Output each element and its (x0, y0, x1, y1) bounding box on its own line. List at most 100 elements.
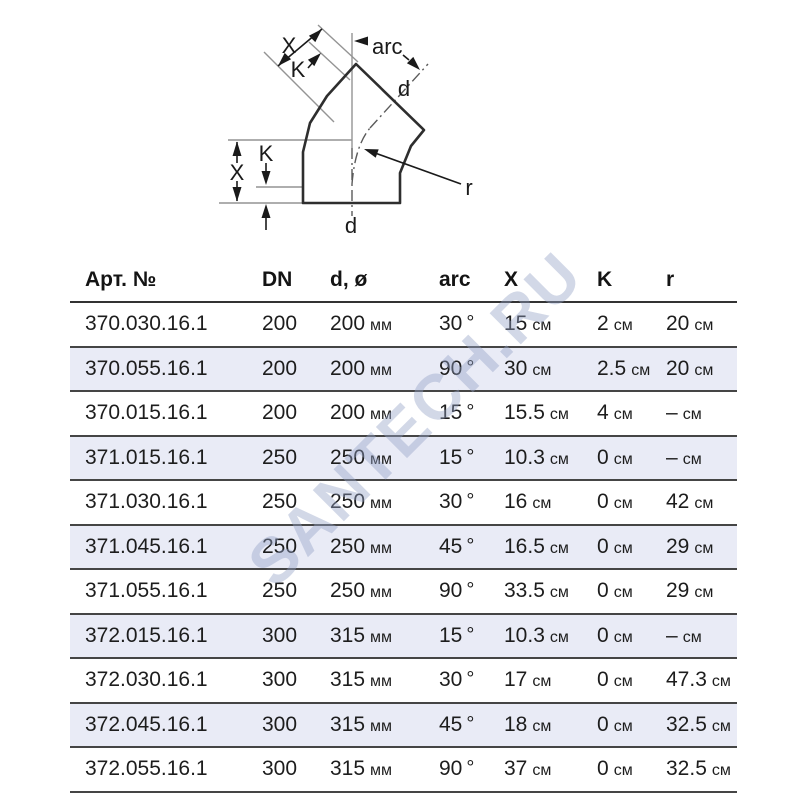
cell-k: 4 см (597, 401, 633, 425)
cell-arc: 15 ° (439, 401, 475, 425)
x-left-down-arrow (232, 187, 242, 202)
cell-article: 371.055.16.1 (85, 579, 208, 603)
table-row: 372.045.16.1 300 315 мм 45 ° 18 см 0 см 32.5… (70, 703, 737, 748)
x-top-ne-arrow (308, 29, 322, 43)
cell-r: 20 см (666, 312, 714, 336)
table-row: 372.015.16.1 300 315 мм 15 ° 10.3 см 0 см – с… (70, 614, 737, 659)
d-top-label: d (398, 76, 410, 101)
k-left-label: K (259, 141, 274, 166)
cell-k: 0 см (597, 623, 633, 647)
cell-dn: 300 (262, 623, 298, 647)
table-header: Арт. № DN d, ø arc X K r (70, 258, 737, 303)
cell-article: 371.045.16.1 (85, 534, 208, 558)
k-left-down-arrow (261, 171, 271, 185)
cell-k: 0 см (597, 490, 633, 514)
cell-d: 200 мм (330, 356, 393, 380)
cell-x: 15.5 см (504, 401, 569, 425)
cell-r: – см (666, 623, 702, 647)
cell-x: 33.5 см (504, 579, 569, 603)
cell-dn: 300 (262, 668, 298, 692)
cell-r: 42 см (666, 490, 714, 514)
cell-arc: 45 ° (439, 534, 475, 558)
cell-x: 10.3 см (504, 445, 569, 469)
cell-k: 0 см (597, 579, 633, 603)
cell-article: 370.015.16.1 (85, 401, 208, 425)
table-row: 371.015.16.1 250 250 мм 15 ° 10.3 см 0 см – с… (70, 436, 737, 481)
cell-r: 29 см (666, 534, 714, 558)
table-row: 371.030.16.1 250 250 мм 30 ° 16 см 0 см 42 см (70, 481, 737, 526)
cell-r: 29 см (666, 579, 714, 603)
cell-k: 0 см (597, 757, 633, 781)
cell-arc: 90 ° (439, 579, 475, 603)
cell-d: 250 мм (330, 445, 393, 469)
k-top-arrow (307, 53, 321, 67)
cell-x: 18 см (504, 712, 552, 736)
table-row: 372.055.16.1 300 315 мм 90 ° 37 см 0 см 32.5… (70, 748, 737, 793)
cell-arc: 15 ° (439, 445, 475, 469)
cell-k: 0 см (597, 712, 633, 736)
inclined-centerline (369, 63, 429, 129)
arrowheads (232, 29, 420, 218)
cell-x: 10.3 см (504, 623, 569, 647)
cell-d: 315 мм (330, 712, 393, 736)
centerlines (351, 63, 429, 216)
cell-dn: 200 (262, 312, 298, 336)
header-cell-x: X (504, 267, 519, 291)
table-row: 371.055.16.1 250 250 мм 90 ° 33.5 см 0 см 29… (70, 570, 737, 615)
x-top-label: X (282, 33, 297, 58)
cell-r: 32.5 см (666, 757, 731, 781)
table-row: 370.030.16.1 200 200 мм 30 ° 15 см 2 см 20 см (70, 303, 737, 348)
header-cell-dn: DN (262, 267, 293, 291)
table-row: 372.030.16.1 300 315 мм 30 ° 17 см 0 см 47.3… (70, 659, 737, 704)
cell-x: 17 см (504, 668, 552, 692)
k-offset-extension-line (308, 41, 351, 81)
pipe-bend-svg: X K arc d X K d r (219, 24, 473, 238)
cell-article: 372.045.16.1 (85, 712, 208, 736)
cell-k: 2 см (597, 312, 633, 336)
cell-article: 372.030.16.1 (85, 668, 208, 692)
cell-x: 15 см (504, 312, 552, 336)
d-bottom-label: d (345, 213, 357, 238)
cell-arc: 30 ° (439, 490, 475, 514)
header-cell-d: d, ø (330, 267, 368, 291)
cell-arc: 30 ° (439, 312, 475, 336)
arc-left-arrow (354, 36, 368, 46)
cell-d: 315 мм (330, 623, 393, 647)
table-row: 370.055.16.1 200 200 мм 90 ° 30 см 2.5 см 20… (70, 347, 737, 392)
header-cell-k: K (597, 267, 613, 291)
cell-x: 37 см (504, 757, 552, 781)
x-left-up-arrow (232, 141, 242, 156)
cell-k: 0 см (597, 668, 633, 692)
header-cell-arc: arc (439, 267, 471, 291)
x-left-label: X (230, 160, 245, 185)
cell-arc: 30 ° (439, 668, 475, 692)
header-cell-r: r (666, 267, 675, 291)
cell-d: 250 мм (330, 579, 393, 603)
cell-r: – см (666, 445, 702, 469)
r-label: r (465, 175, 472, 200)
table-row: 370.015.16.1 200 200 мм 15 ° 15.5 см 4 см – с… (70, 392, 737, 437)
cell-dn: 250 (262, 534, 298, 558)
pipe-bend-diagram: X K arc d X K d r (0, 0, 800, 250)
bend-radius-arc (351, 127, 371, 185)
cell-dn: 250 (262, 490, 298, 514)
cell-article: 370.030.16.1 (85, 312, 208, 336)
cell-d: 200 мм (330, 312, 393, 336)
cell-k: 0 см (597, 534, 633, 558)
cell-d: 250 мм (330, 490, 393, 514)
table-body: 370.030.16.1 200 200 мм 30 ° 15 см 2 см 20 см… (70, 303, 737, 793)
cell-dn: 200 (262, 356, 298, 380)
cell-dn: 300 (262, 757, 298, 781)
cell-x: 16 см (504, 490, 552, 514)
cell-dn: 250 (262, 445, 298, 469)
cell-dn: 300 (262, 712, 298, 736)
cell-r: – см (666, 401, 702, 425)
cell-x: 30 см (504, 356, 552, 380)
cell-d: 250 мм (330, 534, 393, 558)
mouth-extension-line (317, 24, 359, 63)
cell-r: 47.3 см (666, 668, 731, 692)
arc-right-arrow (406, 56, 420, 70)
pipe-outline (301, 62, 426, 205)
cell-article: 372.055.16.1 (85, 757, 208, 781)
arc-right-leader (402, 54, 410, 61)
